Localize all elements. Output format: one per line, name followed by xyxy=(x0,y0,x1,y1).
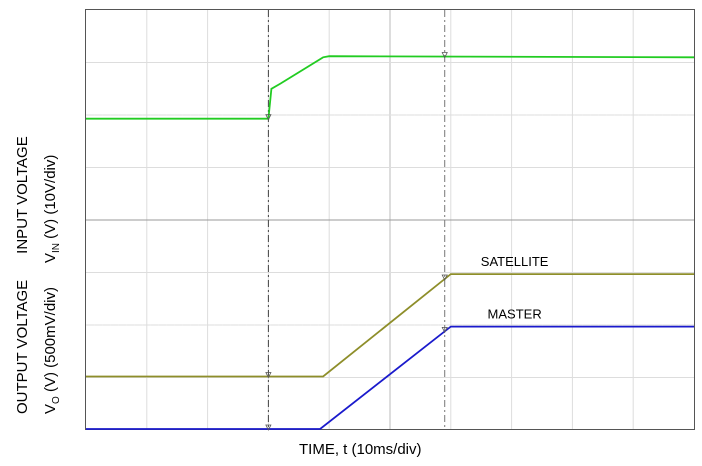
trace-master xyxy=(86,325,694,430)
cursor-marker xyxy=(265,114,272,121)
cursor-marker xyxy=(441,274,448,281)
y-axis-label-line2: VO (V) (500mV/div)VIN (V) (10V/div) xyxy=(42,34,62,414)
vo-main: V xyxy=(42,403,59,414)
trace-input-voltage xyxy=(86,55,695,120)
grid xyxy=(86,10,694,429)
cursor-marker xyxy=(265,372,272,379)
cursor-lines xyxy=(267,10,446,429)
traces xyxy=(86,52,695,431)
vin-main: V xyxy=(42,252,59,263)
trace-label-satellite: SATELLITE xyxy=(481,254,549,269)
x-axis-label: TIME, t (10ms/div) xyxy=(299,441,422,458)
y-axis-label-line1: OUTPUT VOLTAGE INPUT VOLTAGE xyxy=(14,84,31,414)
trace-label-master: MASTER xyxy=(488,307,542,322)
vin-units: (V) (10V/div) xyxy=(42,154,59,243)
input-voltage-title: INPUT VOLTAGE xyxy=(14,136,31,254)
vo-units: (V) (500mV/div) xyxy=(42,287,59,397)
trace-satellite xyxy=(86,273,694,378)
vin-sub: IN xyxy=(51,242,62,253)
vo-sub: O xyxy=(51,396,62,404)
cursor-marker xyxy=(265,424,272,431)
trace-labels: SATELLITE MASTER xyxy=(481,254,549,322)
cursor-marker xyxy=(441,326,448,334)
cursor-marker xyxy=(441,52,448,59)
output-voltage-title: OUTPUT VOLTAGE xyxy=(14,279,31,414)
